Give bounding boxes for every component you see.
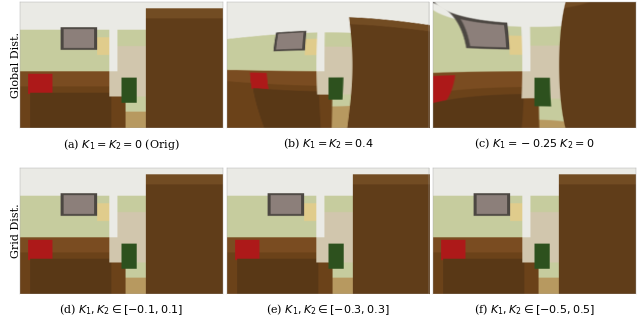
- Text: (b) $K_1 = K_2 = 0.4$: (b) $K_1 = K_2 = 0.4$: [283, 137, 373, 151]
- Text: (e) $K_1, K_2 \in [-0.3, 0.3]$: (e) $K_1, K_2 \in [-0.3, 0.3]$: [266, 303, 390, 318]
- Text: (d) $K_1, K_2 \in [-0.1, 0.1]$: (d) $K_1, K_2 \in [-0.1, 0.1]$: [59, 303, 184, 318]
- Text: Grid Dist.: Grid Dist.: [11, 204, 21, 258]
- Text: (c) $K_1 = -0.25$ $K_2 = 0$: (c) $K_1 = -0.25$ $K_2 = 0$: [474, 137, 595, 151]
- Text: (a) $K_1 = K_2 = 0$ (Orig): (a) $K_1 = K_2 = 0$ (Orig): [63, 136, 180, 152]
- Text: (f) $K_1, K_2 \in [-0.5, 0.5]$: (f) $K_1, K_2 \in [-0.5, 0.5]$: [474, 303, 595, 318]
- Text: Global Dist.: Global Dist.: [11, 32, 21, 98]
